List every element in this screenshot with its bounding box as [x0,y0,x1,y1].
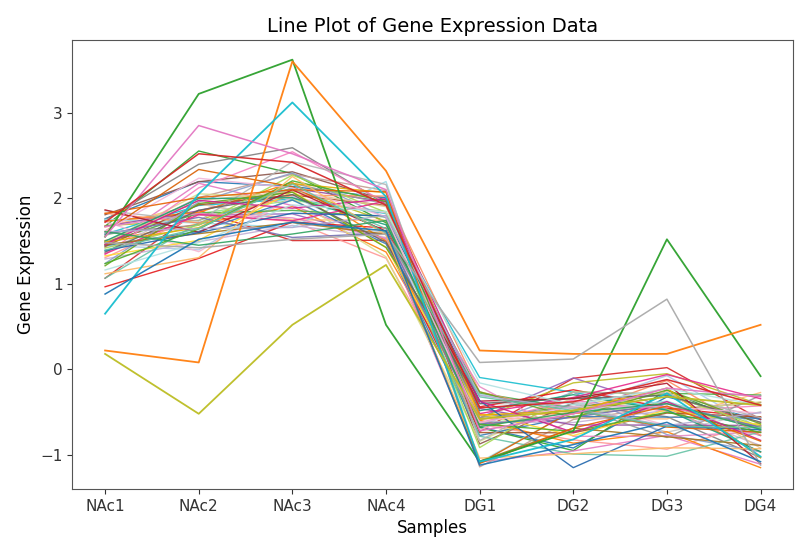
Title: Line Plot of Gene Expression Data: Line Plot of Gene Expression Data [267,17,599,35]
X-axis label: Samples: Samples [398,519,468,537]
Y-axis label: Gene Expression: Gene Expression [17,195,35,334]
